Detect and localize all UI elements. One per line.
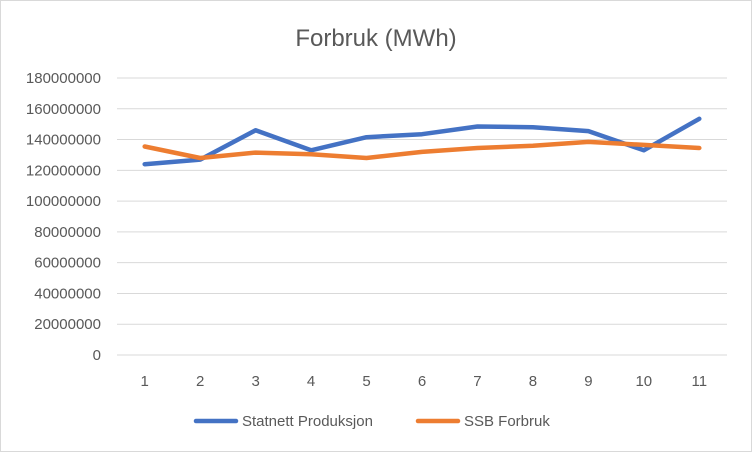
series-line-2 (142, 139, 702, 161)
x-tick-label: 5 (362, 373, 370, 390)
x-tick-label: 10 (635, 373, 652, 390)
x-tick-label: 8 (529, 373, 537, 390)
y-tick-label: 80000000 (34, 224, 101, 241)
x-axis-ticks: 1 2 3 4 5 6 7 8 9 10 11 (141, 373, 708, 390)
x-tick-label: 3 (251, 373, 259, 390)
y-tick-label: 180000000 (26, 70, 101, 87)
y-tick-label: 120000000 (26, 162, 101, 179)
chart-title: Forbruk (MWh) (295, 25, 456, 52)
series-lines (142, 116, 702, 167)
y-tick-label: 20000000 (34, 316, 101, 333)
x-tick-label: 1 (141, 373, 149, 390)
x-tick-label: 6 (418, 373, 426, 390)
y-tick-label: 140000000 (26, 132, 101, 149)
x-tick-label: 9 (584, 373, 592, 390)
legend-label: SSB Forbruk (464, 413, 550, 430)
legend-label: Statnett Produksjon (242, 413, 373, 430)
x-tick-label: 4 (307, 373, 315, 390)
x-tick-label: 11 (691, 373, 707, 390)
series-line-1 (142, 116, 702, 167)
y-tick-label: 60000000 (34, 255, 101, 272)
gridlines (117, 77, 727, 356)
y-axis-ticks: 0 20000000 40000000 60000000 80000000 1000000… (26, 70, 101, 364)
y-tick-label: 160000000 (26, 101, 101, 118)
y-tick-label: 40000000 (34, 285, 101, 302)
x-tick-label: 2 (196, 373, 204, 390)
legend: Statnett Produksjon SSB Forbruk (193, 413, 550, 430)
y-tick-label: 0 (93, 347, 101, 364)
x-tick-label: 7 (473, 373, 481, 390)
y-tick-label: 100000000 (26, 193, 101, 210)
